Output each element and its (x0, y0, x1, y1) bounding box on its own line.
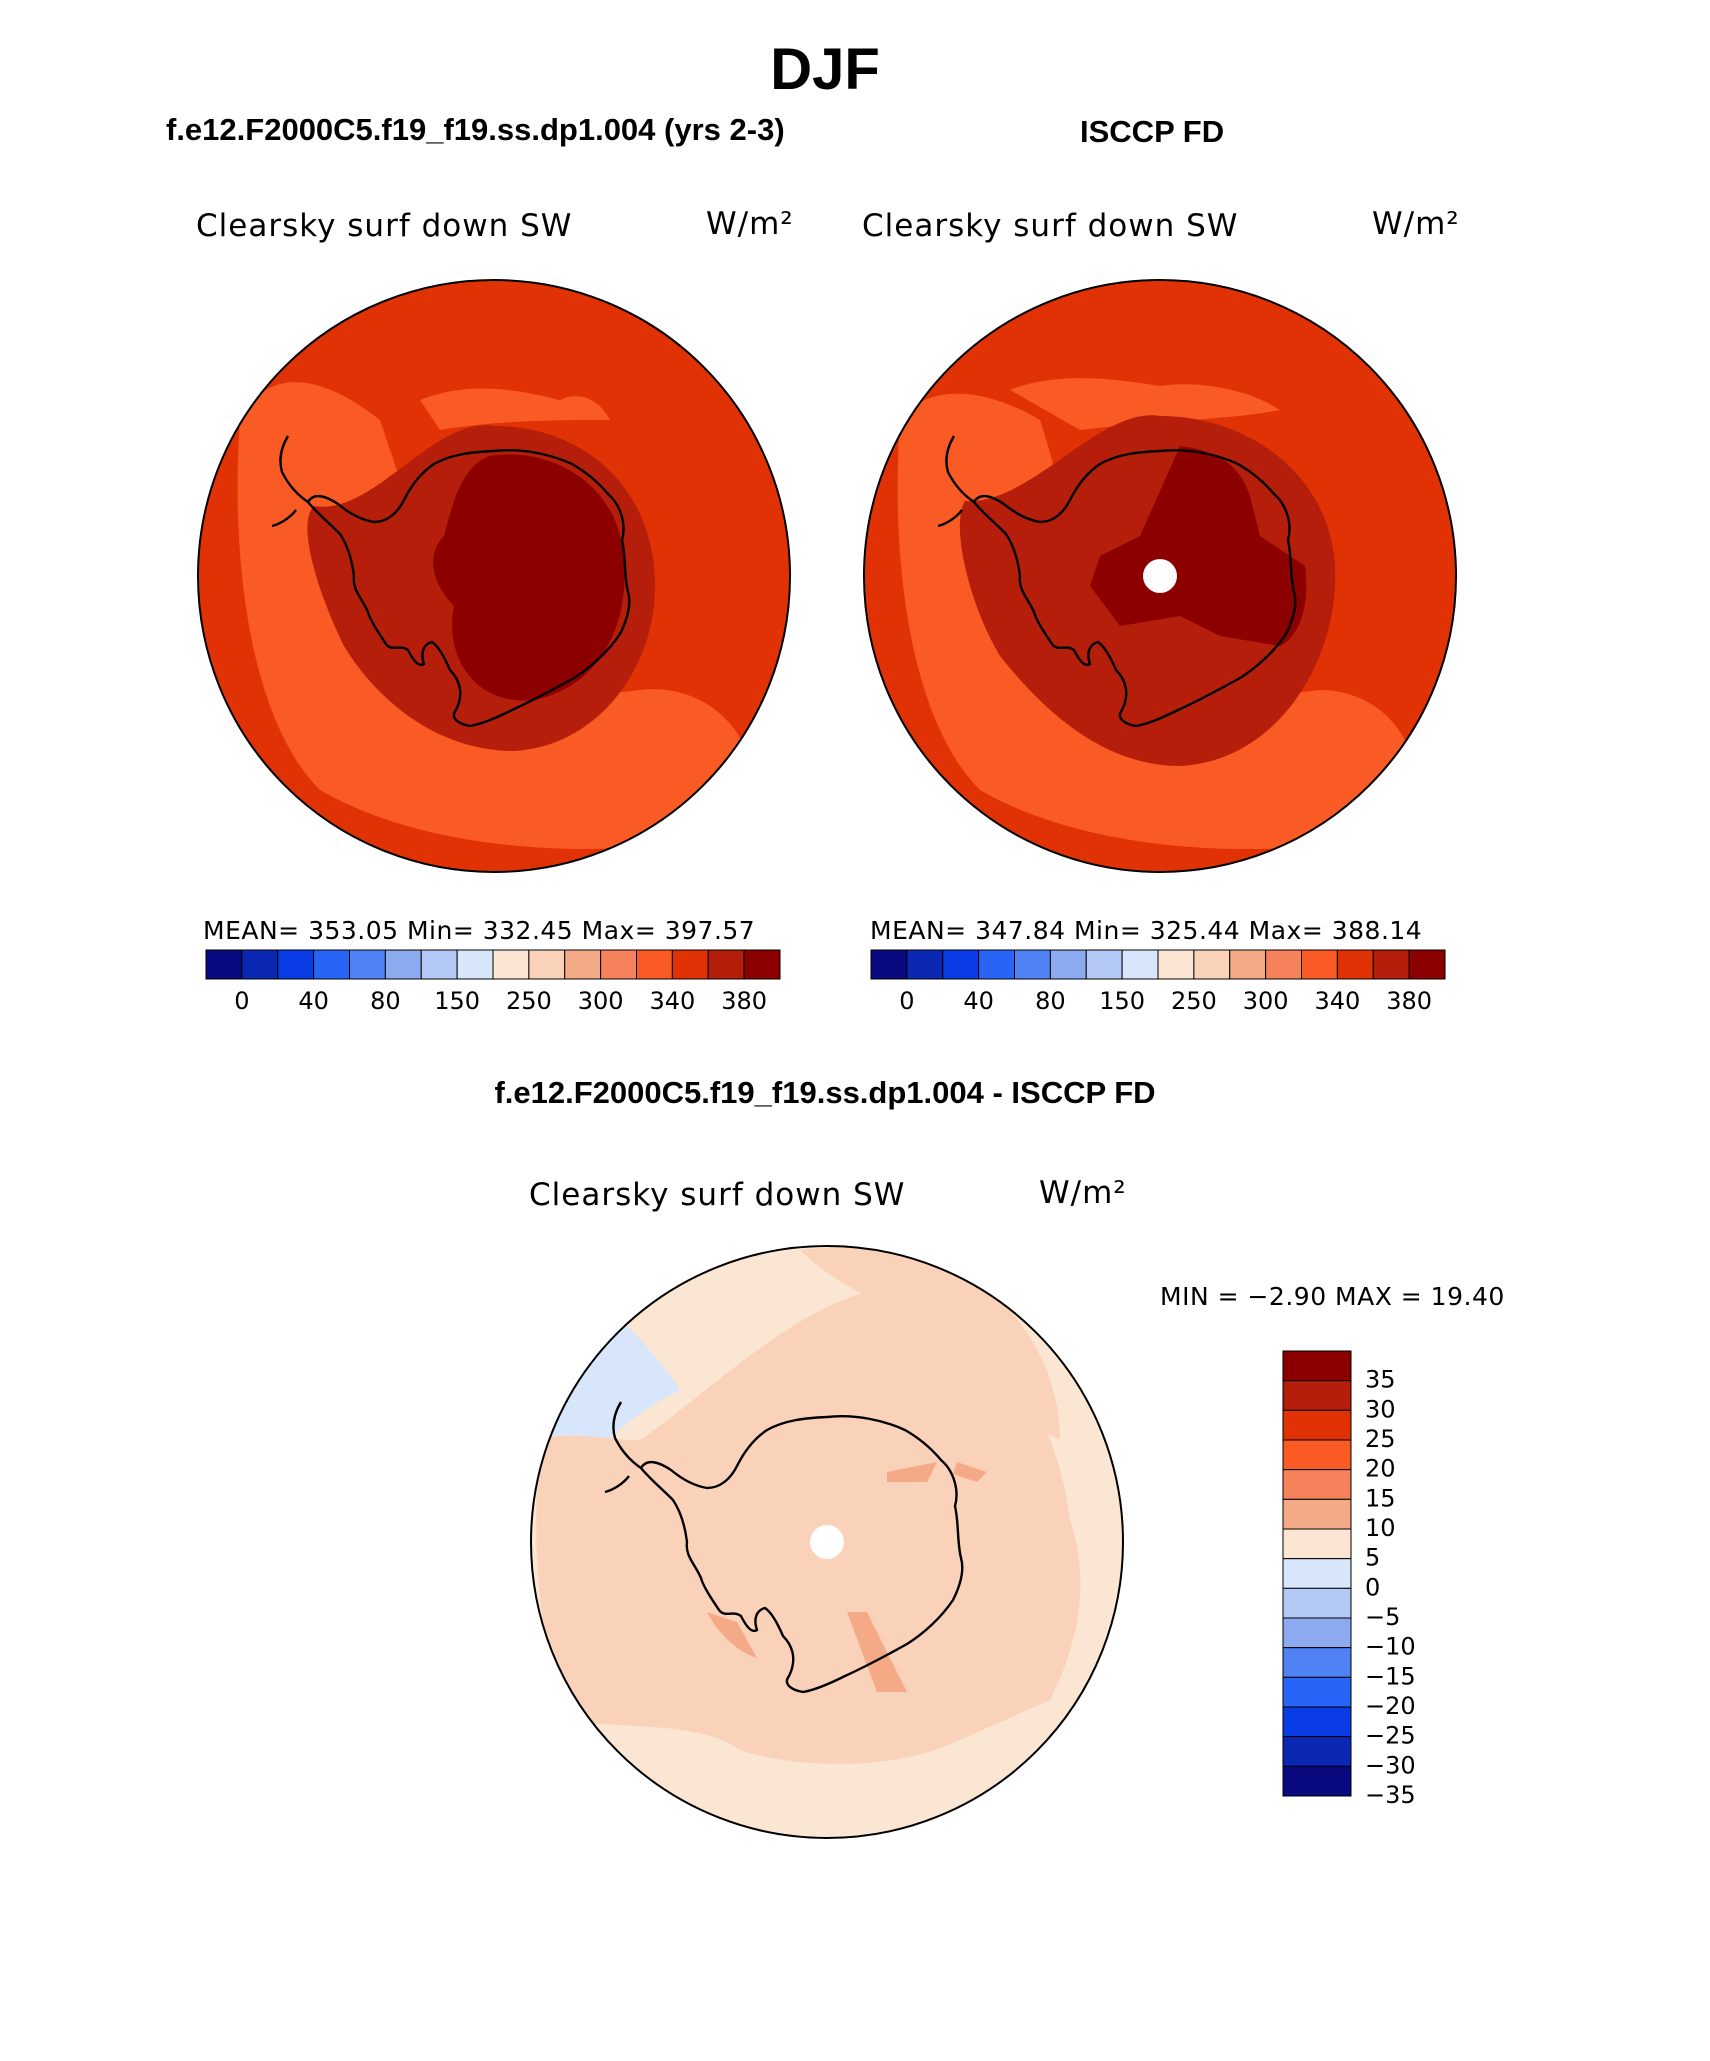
right-colorbar-swatch (1121, 949, 1159, 980)
right-colorbar-tick-label: 300 (1243, 987, 1289, 1015)
diff-colorbar-swatch (1282, 1765, 1352, 1797)
right-colorbar-swatch (1049, 949, 1087, 980)
diff-colorbar-swatch (1282, 1350, 1352, 1382)
left-colorbar-swatch (671, 949, 709, 980)
left-colorbar-swatch (636, 949, 673, 980)
diff-colorbar-tick-label: 10 (1365, 1514, 1396, 1542)
right-stats: MEAN= 347.84 Min= 325.44 Max= 388.14 (870, 916, 1423, 945)
diff-colorbar-tick-label: 20 (1365, 1455, 1396, 1483)
left-colorbar-swatch (349, 949, 386, 980)
diff-colorbar-swatch (1282, 1676, 1352, 1708)
right-colorbar-tick-label: 250 (1171, 987, 1217, 1015)
left-colorbar-tick-label: 250 (506, 987, 552, 1015)
left-colorbar-tick-label: 300 (578, 987, 624, 1015)
left-colorbar-tick-label: 380 (721, 987, 767, 1015)
left-colorbar-swatch (528, 949, 566, 980)
diff-colorbar-swatch (1282, 1469, 1352, 1500)
left-stats: MEAN= 353.05 Min= 332.45 Max= 397.57 (203, 916, 756, 945)
left-variable-label: Clearsky surf down SW (196, 208, 573, 244)
right-colorbar-tick-label: 150 (1099, 987, 1145, 1015)
diff-colorbar-swatch (1282, 1736, 1352, 1767)
left-colorbar: 0 40 80 150 250 300 340 380 (205, 949, 781, 1015)
diff-colorbar-swatch (1282, 1706, 1352, 1738)
diff-colorbar-swatch (1282, 1439, 1352, 1471)
left-colorbar-tick-label: 40 (298, 987, 329, 1015)
diff-variable-label: Clearsky surf down SW (529, 1177, 906, 1213)
right-colorbar-tick-label: 40 (963, 987, 994, 1015)
right-colorbar-tick-label: 380 (1386, 987, 1432, 1015)
diff-colorbar-tick-label: −15 (1365, 1662, 1416, 1690)
right-colorbar-swatch (1336, 949, 1374, 980)
left-colorbar-tick-label: 150 (434, 987, 480, 1015)
diff-colorbar-swatch (1282, 1498, 1352, 1530)
left-colorbar-swatch (205, 949, 243, 980)
right-colorbar-swatch (1014, 949, 1051, 980)
left-colorbar-swatch (743, 949, 781, 980)
right-colorbar-swatch (1265, 949, 1302, 980)
right-map (863, 279, 1457, 873)
diff-colorbar-tick-label: 25 (1365, 1425, 1396, 1453)
diff-stats: MIN = −2.90 MAX = 19.40 (1160, 1282, 1505, 1311)
diff-colorbar-swatch (1282, 1647, 1352, 1678)
main-title: DJF (770, 37, 880, 102)
left-units-label: W/m² (706, 206, 794, 242)
right-colorbar-swatch (942, 949, 980, 980)
diff-colorbar-tick-label: 0 (1365, 1573, 1380, 1601)
right-colorbar-swatch (906, 949, 944, 980)
left-colorbar-tick-label: 0 (234, 987, 249, 1015)
diff-colorbar-tick-label: −25 (1365, 1722, 1416, 1750)
left-map (197, 279, 791, 873)
right-colorbar-tick-label: 340 (1314, 987, 1360, 1015)
diff-colorbar-tick-label: −30 (1365, 1751, 1416, 1779)
right-variable-label: Clearsky surf down SW (862, 208, 1239, 244)
left-panel-subtitle: f.e12.F2000C5.f19_f19.ss.dp1.004 (yrs 2-… (166, 112, 785, 147)
diff-panel-subtitle: f.e12.F2000C5.f19_f19.ss.dp1.004 - ISCCP… (494, 1075, 1156, 1110)
diff-units-label: W/m² (1039, 1175, 1127, 1211)
right-colorbar-swatch (1408, 949, 1446, 980)
diff-colorbar-swatch (1282, 1558, 1352, 1589)
right-colorbar-swatch (1085, 949, 1123, 980)
right-colorbar-swatch (1301, 949, 1338, 980)
left-colorbar-swatch (564, 949, 602, 980)
diff-colorbar-swatch (1282, 1409, 1352, 1441)
diff-colorbar-swatch (1282, 1617, 1352, 1649)
right-colorbar-tick-label: 0 (899, 987, 914, 1015)
right-panel-subtitle: ISCCP FD (1080, 114, 1225, 149)
diff-map (530, 1245, 1124, 1839)
left-colorbar-swatch (277, 949, 315, 980)
diff-colorbar-tick-label: 5 (1365, 1544, 1380, 1572)
diff-colorbar-swatch (1282, 1528, 1352, 1560)
diff-colorbar-tick-label: 35 (1365, 1366, 1396, 1394)
left-colorbar-tick-label: 80 (370, 987, 401, 1015)
diff-colorbar-tick-label: −35 (1365, 1781, 1416, 1809)
left-colorbar-tick-label: 340 (649, 987, 695, 1015)
right-colorbar-swatch (1193, 949, 1231, 980)
diff-colorbar-tick-label: 15 (1365, 1484, 1396, 1512)
right-colorbar-swatch (1157, 949, 1195, 980)
diff-colorbar-tick-label: 30 (1365, 1395, 1396, 1423)
right-colorbar-swatch (1229, 949, 1267, 980)
diff-colorbar-tick-label: −5 (1365, 1603, 1400, 1631)
diff-colorbar-tick-label: −10 (1365, 1633, 1416, 1661)
right-colorbar-swatch (1372, 949, 1410, 980)
left-colorbar-swatch (456, 949, 494, 980)
right-colorbar-swatch (870, 949, 908, 980)
diff-colorbar-swatch (1282, 1587, 1352, 1619)
left-colorbar-swatch (600, 949, 637, 980)
right-colorbar: 0 40 80 150 250 300 340 380 (870, 949, 1446, 1015)
diff-colorbar-tick-label: −20 (1365, 1692, 1416, 1720)
right-units-label: W/m² (1372, 206, 1460, 242)
right-colorbar-swatch (978, 949, 1015, 980)
left-colorbar-swatch (707, 949, 745, 980)
left-colorbar-swatch (313, 949, 350, 980)
right-colorbar-tick-label: 80 (1035, 987, 1066, 1015)
diff-colorbar-swatch (1282, 1380, 1352, 1411)
left-colorbar-swatch (420, 949, 458, 980)
left-colorbar-swatch (241, 949, 279, 980)
left-colorbar-swatch (492, 949, 530, 980)
left-colorbar-swatch (384, 949, 422, 980)
